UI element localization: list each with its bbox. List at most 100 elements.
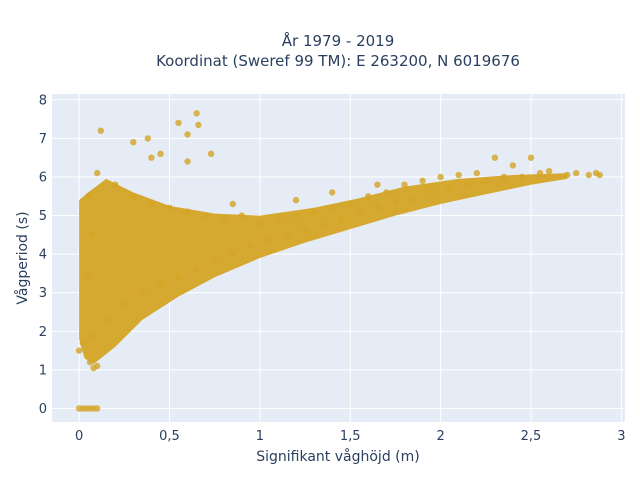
scatter-point-23 xyxy=(564,171,571,179)
scatter-point-9 xyxy=(207,150,215,157)
y-tick-label-8: 8 xyxy=(39,93,47,108)
scatter-point-52 xyxy=(94,362,101,370)
x-tick-label-5: 2,5 xyxy=(521,429,542,444)
scatter-point-66 xyxy=(238,212,245,219)
scatter-point-71 xyxy=(329,204,336,211)
scatter-point-53 xyxy=(79,339,86,347)
scatter-point-61 xyxy=(148,200,155,208)
scatter-point-67 xyxy=(256,220,264,227)
y-tick-label-0: 0 xyxy=(39,402,47,417)
scatter-point-28 xyxy=(464,181,471,188)
scatter-point-12 xyxy=(292,196,300,204)
scatter-point-68 xyxy=(274,216,282,223)
scatter-point-14 xyxy=(374,181,381,188)
scatter-point-11 xyxy=(229,200,236,208)
scatter-point-58 xyxy=(94,169,101,177)
x-axis-label: Signifikant våghöjd (m) xyxy=(256,448,419,465)
y-tick-label-4: 4 xyxy=(39,248,47,263)
dense-point-cloud xyxy=(79,173,568,365)
scatter-point-59 xyxy=(112,181,119,188)
scatter-point-43 xyxy=(193,266,200,273)
scatter-point-76 xyxy=(419,177,426,184)
x-tick-label-1: 0,5 xyxy=(159,429,180,444)
scatter-point-63 xyxy=(184,208,191,215)
scatter-point-57 xyxy=(85,193,92,200)
scatter-point-32 xyxy=(392,198,399,206)
scatter-point-24 xyxy=(536,169,544,177)
scatter-point-31 xyxy=(410,196,417,204)
scatter-point-54 xyxy=(75,347,83,354)
scatter-point-35 xyxy=(338,216,345,223)
scatter-point-60 xyxy=(130,193,137,200)
scatter-point-85 xyxy=(94,405,101,412)
scatter-point-65 xyxy=(220,216,227,223)
scatter-point-62 xyxy=(166,204,173,211)
scatter-points xyxy=(75,110,603,412)
chart-title-line2: Koordinat (Sweref 99 TM): E 263200, N 60… xyxy=(156,52,520,70)
y-tick-label-7: 7 xyxy=(39,132,47,147)
scatter-point-1 xyxy=(130,139,137,146)
scatter-point-10 xyxy=(184,158,191,165)
scatter-point-55 xyxy=(85,270,92,277)
scatter-point-3 xyxy=(175,119,182,127)
chart-title-line1: År 1979 - 2019 xyxy=(282,31,395,50)
x-tick-label-0: 0 xyxy=(75,429,83,444)
scatter-point-37 xyxy=(301,227,309,235)
scatter-point-33 xyxy=(374,204,381,211)
scatter-point-22 xyxy=(596,171,603,179)
x-tick-label-6: 3 xyxy=(617,429,625,444)
scatter-point-27 xyxy=(482,177,489,184)
scatter-point-72 xyxy=(347,200,354,208)
scatter-point-75 xyxy=(401,181,408,188)
x-tick-label-2: 1 xyxy=(256,429,264,444)
scatter-point-46 xyxy=(139,289,146,296)
scatter-point-0 xyxy=(97,127,105,134)
scatter-point-26 xyxy=(500,173,508,181)
scatter-point-78 xyxy=(455,171,462,179)
x-tick-label-3: 1,5 xyxy=(340,429,361,444)
scatter-point-25 xyxy=(518,173,526,181)
scatter-point-8 xyxy=(148,154,155,161)
y-tick-label-3: 3 xyxy=(39,286,47,301)
scatter-point-69 xyxy=(292,212,300,219)
scatter-point-38 xyxy=(283,233,291,240)
scatter-point-56 xyxy=(88,231,96,238)
scatter-point-4 xyxy=(184,131,191,138)
scatter-point-5 xyxy=(193,110,200,117)
scatter-point-34 xyxy=(356,210,363,217)
scatter-point-15 xyxy=(491,154,499,161)
scatter-point-36 xyxy=(319,222,327,229)
scatter-point-18 xyxy=(545,168,553,175)
scatter-point-70 xyxy=(310,208,318,215)
scatter-point-42 xyxy=(211,256,218,264)
y-tick-labels: 0 1 2 3 4 5 6 7 8 xyxy=(39,93,47,417)
scatter-point-41 xyxy=(229,250,236,258)
scatter-point-73 xyxy=(365,193,372,200)
scatter-point-77 xyxy=(437,173,444,181)
scatter-point-16 xyxy=(509,162,517,169)
scatter-point-47 xyxy=(121,301,128,308)
scatter-point-79 xyxy=(473,169,480,177)
scatter-point-45 xyxy=(157,281,164,289)
scatter-point-17 xyxy=(527,154,535,161)
scatter-point-20 xyxy=(585,171,592,179)
scatter-point-50 xyxy=(86,359,94,366)
scatter-point-6 xyxy=(195,121,202,129)
y-axis-label: Vågperiod (s) xyxy=(14,211,31,304)
scatter-point-49 xyxy=(90,332,97,339)
scatter-point-40 xyxy=(247,243,254,250)
scatter-point-44 xyxy=(175,274,182,281)
scatter-point-64 xyxy=(202,212,209,219)
y-tick-label-5: 5 xyxy=(39,209,47,224)
scatter-point-39 xyxy=(265,237,273,244)
scatter-point-30 xyxy=(428,189,435,196)
x-tick-labels: 0 0,5 1 1,5 2 2,5 3 xyxy=(75,429,626,444)
y-tick-label-6: 6 xyxy=(39,170,47,185)
scatter-point-48 xyxy=(103,316,110,323)
scatter-point-13 xyxy=(329,189,336,196)
scatter-point-2 xyxy=(144,135,151,142)
dense-cloud-region xyxy=(79,173,568,365)
scatter-point-7 xyxy=(157,150,164,157)
y-tick-label-1: 1 xyxy=(39,363,47,378)
